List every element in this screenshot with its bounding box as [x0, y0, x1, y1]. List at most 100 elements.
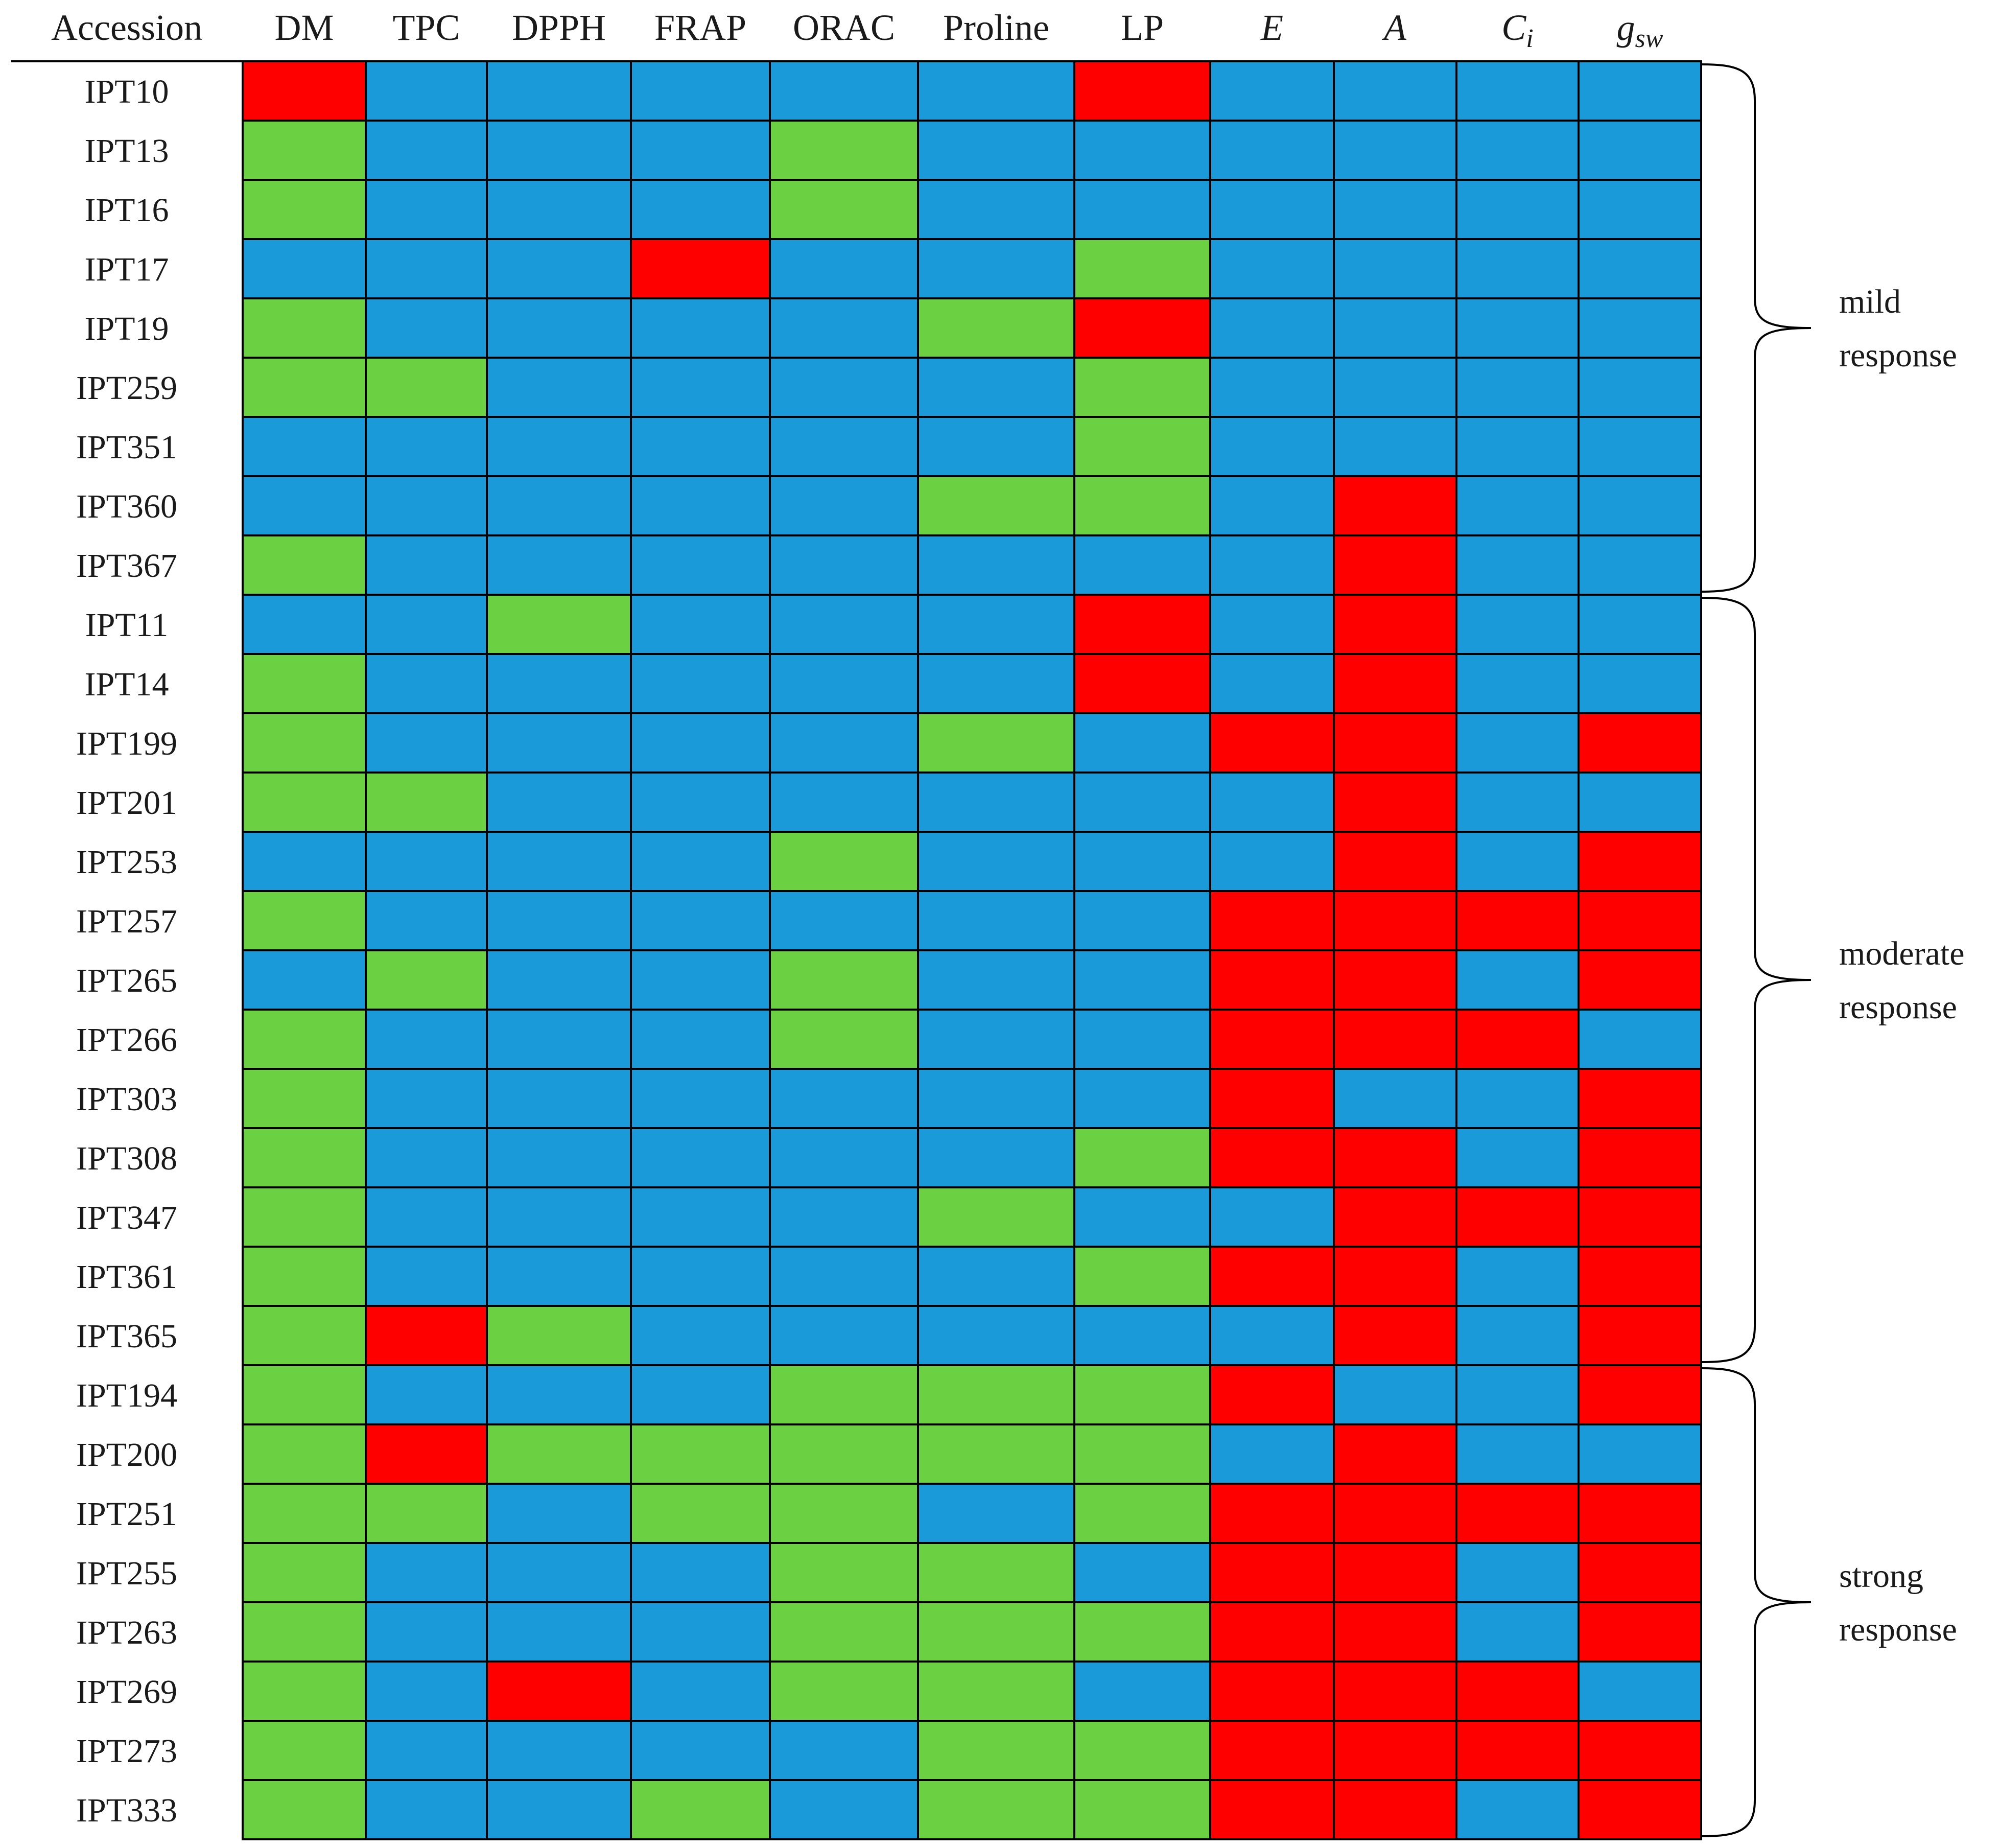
- heatmap-cell: [486, 1542, 632, 1603]
- heatmap-cells: [242, 60, 1702, 1840]
- heatmap-cell: [630, 1660, 771, 1722]
- heatmap-cell: [1455, 238, 1580, 299]
- heatmap-cell: [1455, 1542, 1580, 1603]
- heatmap-cell: [1073, 1305, 1211, 1366]
- heatmap-cell: [1333, 1068, 1457, 1129]
- heatmap-cell: [486, 1423, 632, 1485]
- heatmap-cell: [242, 1779, 367, 1840]
- heatmap-cell: [1455, 890, 1580, 951]
- column-header-7: LP: [1121, 7, 1164, 48]
- heatmap-cell: [1073, 1246, 1211, 1307]
- row-label: IPT257: [76, 903, 177, 940]
- heatmap-cell: [630, 1305, 771, 1366]
- heatmap-cell: [630, 120, 771, 181]
- heatmap-cell: [917, 238, 1075, 299]
- heatmap-cell: [242, 890, 367, 951]
- heatmap-cell: [365, 357, 488, 418]
- heatmap-cell: [1073, 594, 1211, 655]
- heatmap-cell: [1073, 831, 1211, 892]
- heatmap-cell: [1578, 1127, 1702, 1188]
- heatmap-cell: [242, 1601, 367, 1663]
- heatmap-cell: [1073, 1009, 1211, 1070]
- heatmap-cell: [365, 1127, 488, 1188]
- heatmap-cell: [486, 60, 632, 122]
- heatmap-cell: [1209, 179, 1335, 240]
- heatmap-cell: [917, 1127, 1075, 1188]
- heatmap-cell: [1073, 120, 1211, 181]
- heatmap-cell: [1578, 653, 1702, 714]
- row-label: IPT200: [76, 1436, 177, 1473]
- heatmap-cell: [917, 1601, 1075, 1663]
- row-label: IPT13: [85, 132, 169, 170]
- heatmap-cell: [365, 1660, 488, 1722]
- heatmap-cell: [1455, 653, 1580, 714]
- heatmap-cell: [1073, 1720, 1211, 1781]
- group-label-line2: response: [1839, 337, 1957, 374]
- heatmap-cell: [630, 1601, 771, 1663]
- heatmap-cell: [1578, 1779, 1702, 1840]
- heatmap-cell: [242, 1127, 367, 1188]
- heatmap-cell: [1578, 1246, 1702, 1307]
- heatmap-cell: [1209, 475, 1335, 536]
- heatmap-cell: [365, 179, 488, 240]
- heatmap-cell: [1209, 771, 1335, 833]
- heatmap-cell: [769, 1127, 919, 1188]
- heatmap-cell: [1073, 60, 1211, 122]
- heatmap-cell: [1209, 534, 1335, 596]
- heatmap-cell: [242, 120, 367, 181]
- heatmap-cell: [1209, 831, 1335, 892]
- heatmap-cell: [1455, 475, 1580, 536]
- row-label: IPT273: [76, 1733, 177, 1770]
- heatmap-cell: [917, 831, 1075, 892]
- heatmap-cell: [1455, 1009, 1580, 1070]
- heatmap-cell: [1578, 1364, 1702, 1425]
- heatmap-cell: [365, 653, 488, 714]
- heatmap-cell: [1333, 534, 1457, 596]
- heatmap-cell: [486, 1364, 632, 1425]
- heatmap-cell: [365, 890, 488, 951]
- row-label: IPT19: [85, 310, 169, 347]
- heatmap-cell: [630, 1720, 771, 1781]
- heatmap-cell: [1455, 357, 1580, 418]
- heatmap-cell: [917, 534, 1075, 596]
- heatmap-cell: [1209, 1127, 1335, 1188]
- heatmap-cell: [1073, 1542, 1211, 1603]
- heatmap-cell: [486, 475, 632, 536]
- heatmap-cell: [630, 60, 771, 122]
- heatmap-cell: [365, 594, 488, 655]
- row-label: IPT199: [76, 725, 177, 762]
- heatmap-cell: [1073, 1601, 1211, 1663]
- row-label: IPT201: [76, 784, 177, 822]
- heatmap-cell: [1333, 1542, 1457, 1603]
- heatmap-cell: [486, 594, 632, 655]
- response-groups: mild response moderate response strong respon…: [1701, 63, 1965, 1837]
- heatmap-cell: [486, 297, 632, 359]
- heatmap-cell: [1455, 1127, 1580, 1188]
- heatmap-cell: [769, 1483, 919, 1544]
- heatmap-cell: [917, 1660, 1075, 1722]
- heatmap-cell: [1333, 653, 1457, 714]
- heatmap-cell: [365, 120, 488, 181]
- row-label: IPT16: [85, 192, 169, 229]
- heatmap-cell: [769, 475, 919, 536]
- heatmap-cell: [630, 238, 771, 299]
- group-brace: [1701, 597, 1811, 1363]
- row-label: IPT303: [76, 1081, 177, 1118]
- heatmap-cell: [769, 297, 919, 359]
- heatmap-cell: [917, 1779, 1075, 1840]
- heatmap-cell: [630, 475, 771, 536]
- heatmap-cell: [917, 1246, 1075, 1307]
- heatmap-cell: [486, 1246, 632, 1307]
- heatmap-cell: [486, 1127, 632, 1188]
- heatmap-cell: [1333, 1186, 1457, 1248]
- heatmap-cell: [365, 297, 488, 359]
- heatmap-cell: [1578, 1601, 1702, 1663]
- heatmap-cell: [365, 60, 488, 122]
- heatmap-cell: [630, 1364, 771, 1425]
- heatmap-cell: [365, 1009, 488, 1070]
- heatmap-cell: [917, 416, 1075, 477]
- heatmap-cell: [1333, 60, 1457, 122]
- column-header-9: A: [1382, 7, 1407, 48]
- heatmap-cell: [1073, 238, 1211, 299]
- heatmap-cell: [769, 771, 919, 833]
